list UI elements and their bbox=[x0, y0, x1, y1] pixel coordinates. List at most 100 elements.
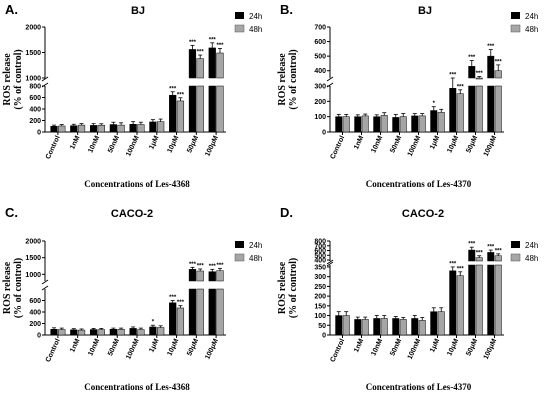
bar-48h bbox=[196, 85, 204, 133]
panel-letter: C. bbox=[5, 205, 18, 220]
y-lower-tick-label: 400 bbox=[29, 107, 41, 114]
bar-24h bbox=[430, 311, 438, 336]
legend-label-24h: 24h bbox=[525, 241, 538, 250]
y-lower-tick-label: 100 bbox=[314, 114, 326, 121]
bar-48h bbox=[196, 288, 204, 336]
y-axis-label-unit: (% of control) bbox=[13, 258, 24, 318]
bar-24h bbox=[70, 329, 78, 336]
legend-swatch-48h bbox=[510, 24, 521, 33]
bar-48h bbox=[117, 329, 125, 336]
y-upper-tick-label: 2000 bbox=[25, 239, 41, 246]
bar-48h bbox=[342, 116, 350, 133]
significance-label: *** bbox=[169, 295, 177, 301]
y-axis-label-unit: (% of control) bbox=[13, 49, 24, 109]
bar-48h bbox=[418, 320, 426, 336]
x-tick-label: 1nM bbox=[69, 135, 81, 151]
panel-letter: A. bbox=[5, 2, 18, 17]
bar-48h bbox=[494, 255, 502, 262]
legend-label-48h: 48h bbox=[525, 254, 538, 263]
significance-label: *** bbox=[495, 59, 503, 65]
bar-48h bbox=[58, 125, 66, 133]
y-lower-tick-label: 150 bbox=[314, 303, 326, 310]
axis-break-mark bbox=[326, 76, 334, 82]
legend-swatch-24h bbox=[511, 241, 520, 248]
axis-break-mark bbox=[41, 279, 49, 285]
significance-label: *** bbox=[189, 262, 197, 268]
x-axis-label: Concentrations of Les-4370 bbox=[366, 179, 472, 189]
significance-label: *** bbox=[177, 300, 185, 306]
significance-label: *** bbox=[476, 250, 484, 256]
bar-48h bbox=[77, 329, 86, 336]
chart-title: CACO-2 bbox=[402, 208, 444, 220]
bar-24h bbox=[449, 88, 457, 133]
bar-48h bbox=[456, 275, 464, 336]
y-axis-label: ROS release bbox=[277, 53, 288, 106]
y-upper-tick-label: 600 bbox=[314, 248, 326, 255]
bar-48h bbox=[216, 270, 224, 282]
y-upper-tick-label: 500 bbox=[314, 253, 326, 260]
bar-48h bbox=[494, 70, 502, 79]
y-lower-tick-label: 0 bbox=[37, 333, 41, 340]
y-axis-label: ROS release bbox=[2, 53, 13, 106]
legend-label-24h: 24h bbox=[525, 12, 538, 21]
x-tick-label: 50μM bbox=[465, 135, 479, 154]
legend-swatch-24h bbox=[235, 12, 244, 19]
bar-24h bbox=[373, 116, 381, 133]
bar-24h bbox=[109, 124, 117, 133]
bar-48h bbox=[456, 93, 464, 133]
y-upper-tick-label: 1000 bbox=[25, 76, 41, 83]
bar-48h bbox=[176, 100, 185, 133]
legend-swatch-24h bbox=[511, 12, 520, 19]
bar-48h bbox=[399, 116, 407, 133]
bar-24h bbox=[373, 318, 381, 336]
bar-48h bbox=[475, 77, 483, 80]
bar-24h bbox=[129, 123, 137, 133]
significance-label: *** bbox=[449, 261, 457, 267]
bar-48h bbox=[137, 329, 145, 336]
x-tick-label: 50nM bbox=[107, 135, 121, 154]
bar-48h bbox=[361, 319, 369, 336]
bar-48h bbox=[494, 85, 502, 133]
legend-swatch-48h bbox=[234, 24, 245, 33]
x-tick-label: 10μM bbox=[446, 135, 460, 154]
x-tick-label: 100nM bbox=[407, 338, 423, 361]
bar-48h bbox=[437, 112, 445, 133]
significance-label: *** bbox=[209, 37, 217, 43]
bar-24h bbox=[169, 94, 177, 133]
bar-48h bbox=[157, 121, 165, 133]
x-tick-label: 10μM bbox=[166, 338, 180, 357]
significance-label: *** bbox=[476, 71, 484, 77]
x-tick-label: Control bbox=[45, 338, 62, 364]
bar-24h bbox=[208, 271, 216, 282]
bar-48h bbox=[399, 319, 407, 336]
y-upper-tick-label: 400 bbox=[314, 258, 326, 265]
bar-24h bbox=[411, 115, 419, 133]
y-lower-tick-label: 200 bbox=[29, 321, 41, 328]
x-tick-label: 10μM bbox=[166, 135, 180, 154]
y-lower-tick-label: 300 bbox=[314, 84, 326, 91]
panel-letter: B. bbox=[280, 2, 293, 17]
bar-24h bbox=[468, 264, 476, 336]
y-lower-tick-label: 100 bbox=[314, 313, 326, 320]
x-tick-label: 100μM bbox=[204, 135, 220, 158]
bar-48h bbox=[137, 124, 145, 133]
y-lower-tick-label: 400 bbox=[29, 310, 41, 317]
legend-label-48h: 48h bbox=[525, 25, 538, 34]
x-tick-label: 100nM bbox=[125, 338, 141, 361]
y-upper-tick-label: 600 bbox=[314, 39, 326, 46]
x-tick-label: 10nM bbox=[87, 338, 101, 357]
bar-24h bbox=[354, 116, 362, 133]
bar-48h bbox=[380, 318, 388, 336]
y-lower-tick-label: 200 bbox=[314, 99, 326, 106]
significance-label: *** bbox=[468, 55, 476, 61]
legend-label-24h: 24h bbox=[249, 12, 262, 21]
bar-48h bbox=[475, 85, 483, 133]
bar-24h bbox=[188, 269, 197, 282]
significance-label: *** bbox=[457, 84, 465, 90]
x-tick-label: 10μM bbox=[446, 338, 460, 357]
bar-24h bbox=[188, 288, 197, 336]
bar-24h bbox=[208, 47, 216, 79]
bar-24h bbox=[335, 315, 343, 336]
legend-label-48h: 48h bbox=[249, 25, 262, 34]
chart-panel-1: A. BJ ROS release (% of control) 0 200 400 600 8… bbox=[2, 2, 262, 189]
